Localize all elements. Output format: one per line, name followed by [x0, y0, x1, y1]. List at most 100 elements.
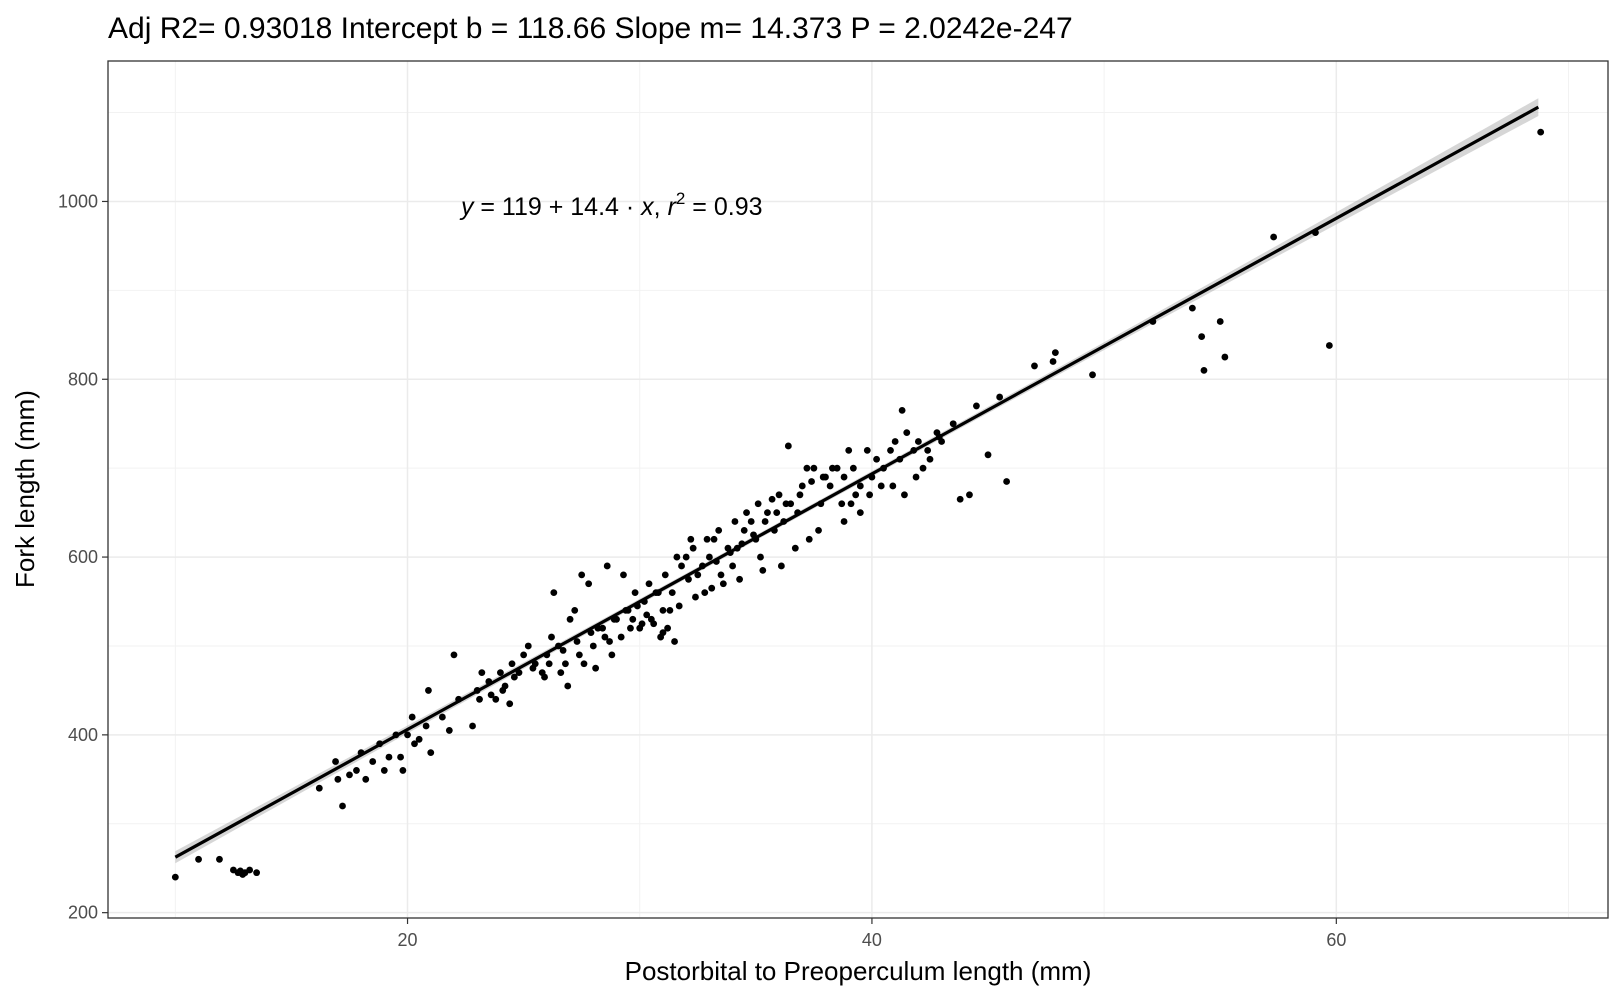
- data-point: [1188, 304, 1196, 312]
- data-point: [705, 553, 713, 561]
- data-point: [445, 727, 453, 734]
- data-point: [784, 442, 792, 450]
- data-point: [631, 589, 639, 597]
- data-point: [840, 473, 848, 481]
- data-point: [819, 473, 827, 481]
- data-point: [678, 562, 685, 570]
- eq-sep: ,: [654, 193, 668, 221]
- data-point: [815, 526, 822, 534]
- data-point: [761, 518, 769, 525]
- data-point: [805, 535, 813, 543]
- data-point: [499, 687, 507, 694]
- data-point: [866, 491, 874, 499]
- data-point: [740, 526, 748, 534]
- data-point: [629, 615, 637, 623]
- eq-r-exp: 2: [676, 189, 685, 208]
- data-point: [849, 464, 857, 472]
- data-point: [253, 869, 261, 877]
- data-point: [589, 642, 597, 650]
- data-point: [580, 660, 588, 668]
- data-point: [450, 651, 458, 659]
- grid-major: [108, 61, 1608, 918]
- data-point: [608, 651, 616, 659]
- data-point: [645, 580, 653, 588]
- regression-line: [174, 105, 1540, 859]
- data-point: [571, 607, 579, 614]
- data-point: [826, 482, 834, 490]
- data-point: [476, 695, 483, 703]
- data-point: [592, 664, 600, 672]
- data-point: [469, 722, 476, 730]
- data-point: [510, 673, 518, 681]
- data-point: [487, 691, 495, 699]
- data-point: [694, 571, 702, 579]
- data-point: [682, 553, 690, 561]
- data-point: [689, 544, 697, 552]
- data-point: [949, 420, 957, 428]
- data-point: [840, 518, 848, 525]
- data-point: [438, 713, 446, 721]
- data-point: [673, 553, 681, 561]
- data-point: [845, 446, 853, 454]
- data-point: [492, 695, 500, 703]
- data-point: [863, 446, 871, 454]
- y-tick-label: 1000: [58, 191, 98, 211]
- data-point: [919, 464, 927, 472]
- data-point: [877, 482, 885, 490]
- data-point: [1216, 318, 1224, 325]
- data-point: [415, 735, 423, 743]
- data-point: [777, 562, 785, 570]
- data-point: [334, 775, 342, 783]
- data-point: [692, 593, 699, 601]
- data-point: [984, 451, 992, 459]
- data-point: [506, 700, 514, 708]
- data-point: [852, 491, 860, 499]
- axis-ticks: 20 40 60 200 400 600 800 1000: [58, 191, 1346, 950]
- x-axis-title: Postorbital to Preoperculum length (mm): [625, 956, 1092, 986]
- y-tick-label: 400: [68, 725, 98, 745]
- x-tick-label: 60: [1326, 930, 1346, 950]
- data-point: [1200, 366, 1208, 374]
- y-tick-label: 800: [68, 369, 98, 389]
- eq-r: r: [668, 193, 678, 221]
- data-point: [399, 767, 407, 774]
- data-point: [346, 771, 353, 779]
- data-point: [603, 562, 611, 570]
- data-point: [901, 491, 908, 499]
- data-point: [404, 731, 411, 739]
- data-point: [362, 775, 370, 783]
- data-point: [1031, 362, 1038, 370]
- data-point: [703, 535, 711, 543]
- data-point: [924, 446, 932, 454]
- data-point: [601, 633, 609, 641]
- data-point: [1051, 349, 1059, 356]
- data-point: [566, 615, 574, 623]
- data-point: [545, 660, 553, 668]
- data-point: [427, 749, 435, 757]
- data-point: [973, 402, 980, 410]
- data-point: [856, 509, 864, 517]
- data-point: [1537, 128, 1545, 136]
- data-point: [559, 647, 567, 654]
- data-point: [736, 575, 743, 583]
- data-point: [1270, 233, 1278, 241]
- data-point: [353, 767, 360, 774]
- data-point: [791, 544, 799, 552]
- data-point: [996, 393, 1004, 401]
- data-point: [339, 802, 346, 810]
- data-point: [731, 518, 739, 525]
- data-point: [856, 482, 864, 490]
- data-point: [743, 509, 750, 517]
- data-point: [887, 446, 894, 454]
- data-point: [171, 873, 179, 881]
- data-point: [599, 624, 606, 632]
- data-point: [575, 651, 583, 659]
- data-point: [657, 633, 665, 641]
- data-point: [914, 438, 922, 445]
- data-point: [627, 624, 634, 632]
- data-point: [369, 758, 377, 765]
- data-point: [497, 669, 504, 677]
- regression-line-group: [174, 105, 1540, 859]
- data-point: [620, 571, 627, 579]
